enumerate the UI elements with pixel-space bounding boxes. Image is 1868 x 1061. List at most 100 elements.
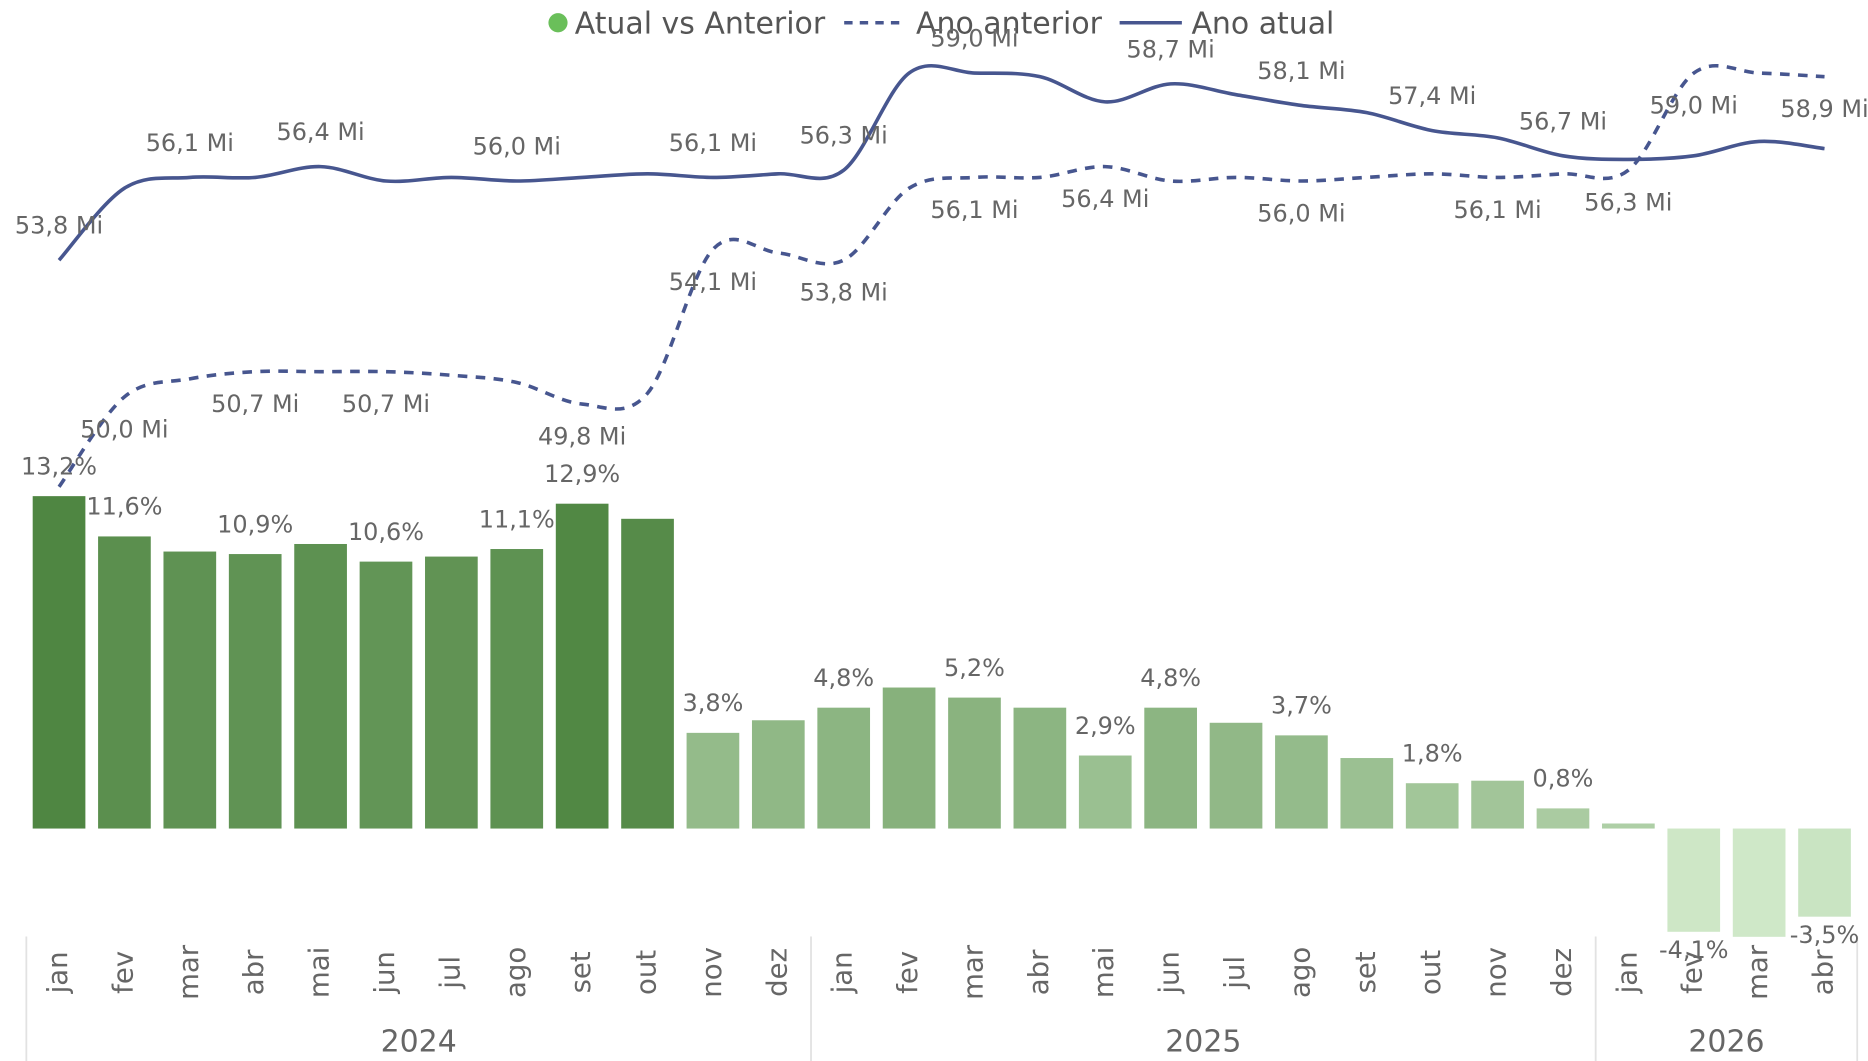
data-label: 10,6%: [348, 518, 424, 546]
legend-label: Atual vs Anterior: [575, 7, 826, 42]
bar: [1536, 808, 1590, 829]
data-label: 59,0 Mi: [930, 25, 1018, 53]
x-tick-label: jun: [1154, 951, 1186, 995]
x-tick-label: out: [1415, 950, 1447, 995]
bar: [1144, 707, 1197, 829]
bar: [1209, 722, 1263, 829]
bar: [1078, 755, 1132, 829]
bar: [686, 732, 740, 829]
data-label: 5,2%: [944, 654, 1005, 682]
data-label: 53,8 Mi: [800, 279, 888, 307]
bar: [1013, 707, 1067, 829]
x-tick-label: ago: [500, 947, 532, 998]
data-label: 4,8%: [813, 664, 874, 692]
x-tick-label: jan: [42, 951, 74, 994]
bar: [1275, 735, 1328, 829]
data-label: 56,1 Mi: [930, 196, 1018, 224]
data-label: 59,0 Mi: [1650, 92, 1738, 120]
x-group-label: 2025: [1165, 1025, 1241, 1060]
data-label: 56,0 Mi: [473, 132, 561, 160]
bar: [1798, 828, 1851, 917]
x-tick-label: out: [631, 950, 663, 995]
x-tick-label: nov: [696, 947, 728, 998]
data-label: 56,7 Mi: [1519, 107, 1607, 135]
data-label: 56,4 Mi: [1061, 185, 1149, 213]
bar: [359, 561, 413, 829]
bar: [948, 697, 1001, 829]
data-label: 56,4 Mi: [276, 118, 364, 146]
bar: [817, 707, 871, 829]
bar: [98, 536, 151, 829]
data-label: 3,7%: [1271, 692, 1332, 720]
x-tick-label: fev: [1677, 951, 1709, 994]
data-label: 12,9%: [544, 460, 620, 488]
data-label: 58,7 Mi: [1127, 35, 1215, 63]
data-label: 10,9%: [217, 510, 293, 538]
bar: [621, 518, 674, 829]
bar: [555, 503, 609, 829]
x-tick-label: dez: [761, 948, 793, 997]
legend: Atual vs Anterior Ano anterior Ano atual: [548, 7, 1334, 42]
x-tick-label: mai: [1088, 947, 1120, 998]
x-tick-label: abr: [1023, 949, 1055, 995]
bar: [163, 551, 217, 829]
bar: [1667, 828, 1721, 932]
data-label: 56,1 Mi: [1453, 196, 1541, 224]
bar: [1602, 823, 1655, 829]
data-label: 50,7 Mi: [211, 390, 299, 418]
data-label: 56,3 Mi: [1584, 189, 1672, 217]
x-tick-label: mar: [173, 944, 205, 1000]
legend-label: Ano atual: [1191, 7, 1334, 42]
legend-marker: [548, 13, 568, 33]
data-label: 0,8%: [1533, 765, 1594, 793]
data-label: 4,8%: [1140, 664, 1201, 692]
x-tick-label: jan: [827, 951, 859, 994]
x-tick-label: mai: [304, 947, 336, 998]
x-tick-label: set: [565, 951, 597, 993]
bar: [1471, 780, 1524, 829]
x-tick-label: set: [1350, 951, 1382, 993]
x-tick-label: jun: [369, 951, 401, 995]
x-tick-label: fev: [107, 951, 139, 994]
x-tick-label: mar: [1742, 944, 1774, 1000]
x-tick-label: fev: [892, 951, 924, 994]
data-label: -4,1%: [1659, 936, 1728, 964]
bar: [425, 556, 478, 829]
data-label: 50,7 Mi: [342, 390, 430, 418]
x-tick-label: jul: [1219, 956, 1251, 990]
bar: [490, 549, 544, 829]
x-tick-label: jan: [1611, 951, 1643, 994]
x-tick-label: abr: [238, 949, 270, 995]
data-label: 53,8 Mi: [15, 212, 103, 240]
data-label: 11,6%: [86, 493, 162, 521]
data-label: 57,4 Mi: [1388, 82, 1476, 110]
data-label: 11,1%: [479, 505, 555, 533]
data-label: 1,8%: [1402, 739, 1463, 767]
line: [57, 63, 1825, 488]
data-label: 56,0 Mi: [1257, 200, 1345, 228]
data-label: 13,2%: [21, 452, 97, 480]
x-group-label: 2024: [381, 1025, 457, 1060]
bar: [1732, 828, 1786, 937]
line: [57, 63, 1825, 262]
bar: [1405, 783, 1459, 829]
x-tick-label: abr: [1808, 949, 1840, 995]
data-label: 3,8%: [683, 689, 744, 717]
x-tick-label: mar: [957, 944, 989, 1000]
legend-label: Ano anterior: [916, 7, 1103, 42]
bar: [32, 496, 86, 829]
data-label: 56,1 Mi: [669, 129, 757, 157]
bar: [294, 543, 347, 829]
data-label: 58,1 Mi: [1257, 57, 1345, 85]
x-tick-label: ago: [1284, 947, 1316, 998]
x-tick-label: dez: [1546, 948, 1578, 997]
bar: [751, 720, 805, 829]
data-label: 54,1 Mi: [669, 268, 757, 296]
data-label: 56,3 Mi: [800, 122, 888, 150]
data-label: 2,9%: [1075, 712, 1136, 740]
x-tick-label: jul: [434, 956, 466, 990]
data-label: 49,8 Mi: [538, 423, 626, 451]
bar: [1340, 758, 1394, 829]
